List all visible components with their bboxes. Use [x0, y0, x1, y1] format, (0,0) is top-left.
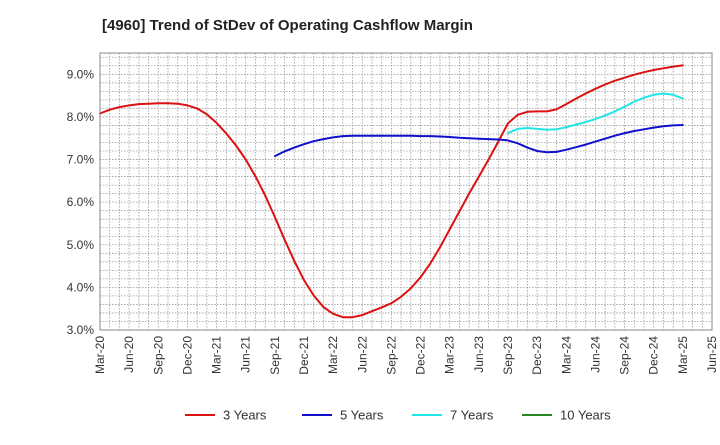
axis-layer: 3.0% 4.0% 5.0% 6.0% 7.0% 8.0% 9.0% Mar-20 Jun-20… — [67, 67, 719, 374]
y-tick-label: 7.0% — [67, 153, 95, 167]
y-tick-label: 8.0% — [67, 110, 95, 124]
x-tick-label: Dec-20 — [180, 336, 194, 375]
plot-background — [100, 53, 712, 330]
y-tick-label: 3.0% — [67, 323, 95, 337]
legend-item-7-years: 7 Years — [412, 408, 494, 423]
x-tick-label: Dec-24 — [647, 336, 661, 375]
series-line-5-years — [273, 124, 684, 158]
x-tick-label: Sep-20 — [151, 336, 165, 375]
x-tick-label: Dec-23 — [530, 336, 544, 375]
x-tick-label: Dec-21 — [297, 336, 311, 375]
legend: 3 Years 5 Years 7 Years 10 Years — [185, 408, 611, 423]
x-tick-label: Jun-23 — [472, 336, 486, 373]
x-tick-label: Jun-21 — [239, 336, 253, 373]
x-tick-label: Sep-24 — [618, 336, 632, 375]
x-tick-label: Mar-20 — [93, 336, 107, 374]
series-line-7-years — [507, 92, 684, 135]
y-tick-label: 6.0% — [67, 195, 95, 209]
legend-item-5-years: 5 Years — [302, 408, 384, 423]
y-tick-label: 4.0% — [67, 280, 95, 294]
legend-label: 5 Years — [340, 408, 384, 423]
x-tick-label: Jun-25 — [705, 336, 719, 373]
legend-label: 10 Years — [560, 408, 611, 423]
x-tick-label: Jun-20 — [122, 336, 136, 373]
x-tick-label: Mar-23 — [443, 336, 457, 374]
legend-item-10-years: 10 Years — [522, 408, 611, 423]
x-tick-label: Sep-22 — [384, 336, 398, 375]
x-tick-label: Mar-25 — [676, 336, 690, 374]
y-tick-label: 5.0% — [67, 238, 95, 252]
series-line-3-years — [99, 64, 684, 319]
y-tick-label: 9.0% — [67, 67, 95, 81]
legend-label: 3 Years — [223, 408, 267, 423]
x-tick-label: Mar-22 — [326, 336, 340, 374]
x-tick-label: Jun-24 — [588, 336, 602, 373]
series-layer — [99, 64, 684, 319]
grid-layer — [99, 53, 713, 331]
x-tick-label: Sep-23 — [501, 336, 515, 375]
legend-label: 7 Years — [450, 408, 494, 423]
x-tick-label: Mar-24 — [559, 336, 573, 374]
legend-item-3-years: 3 Years — [185, 408, 267, 423]
x-tick-label: Dec-22 — [414, 336, 428, 375]
x-tick-label: Sep-21 — [268, 336, 282, 375]
plot-frame — [99, 52, 713, 331]
x-tick-label: Mar-21 — [210, 336, 224, 374]
x-tick-label: Jun-22 — [355, 336, 369, 373]
chart-title: [4960] Trend of StDev of Operating Cashf… — [102, 17, 473, 34]
